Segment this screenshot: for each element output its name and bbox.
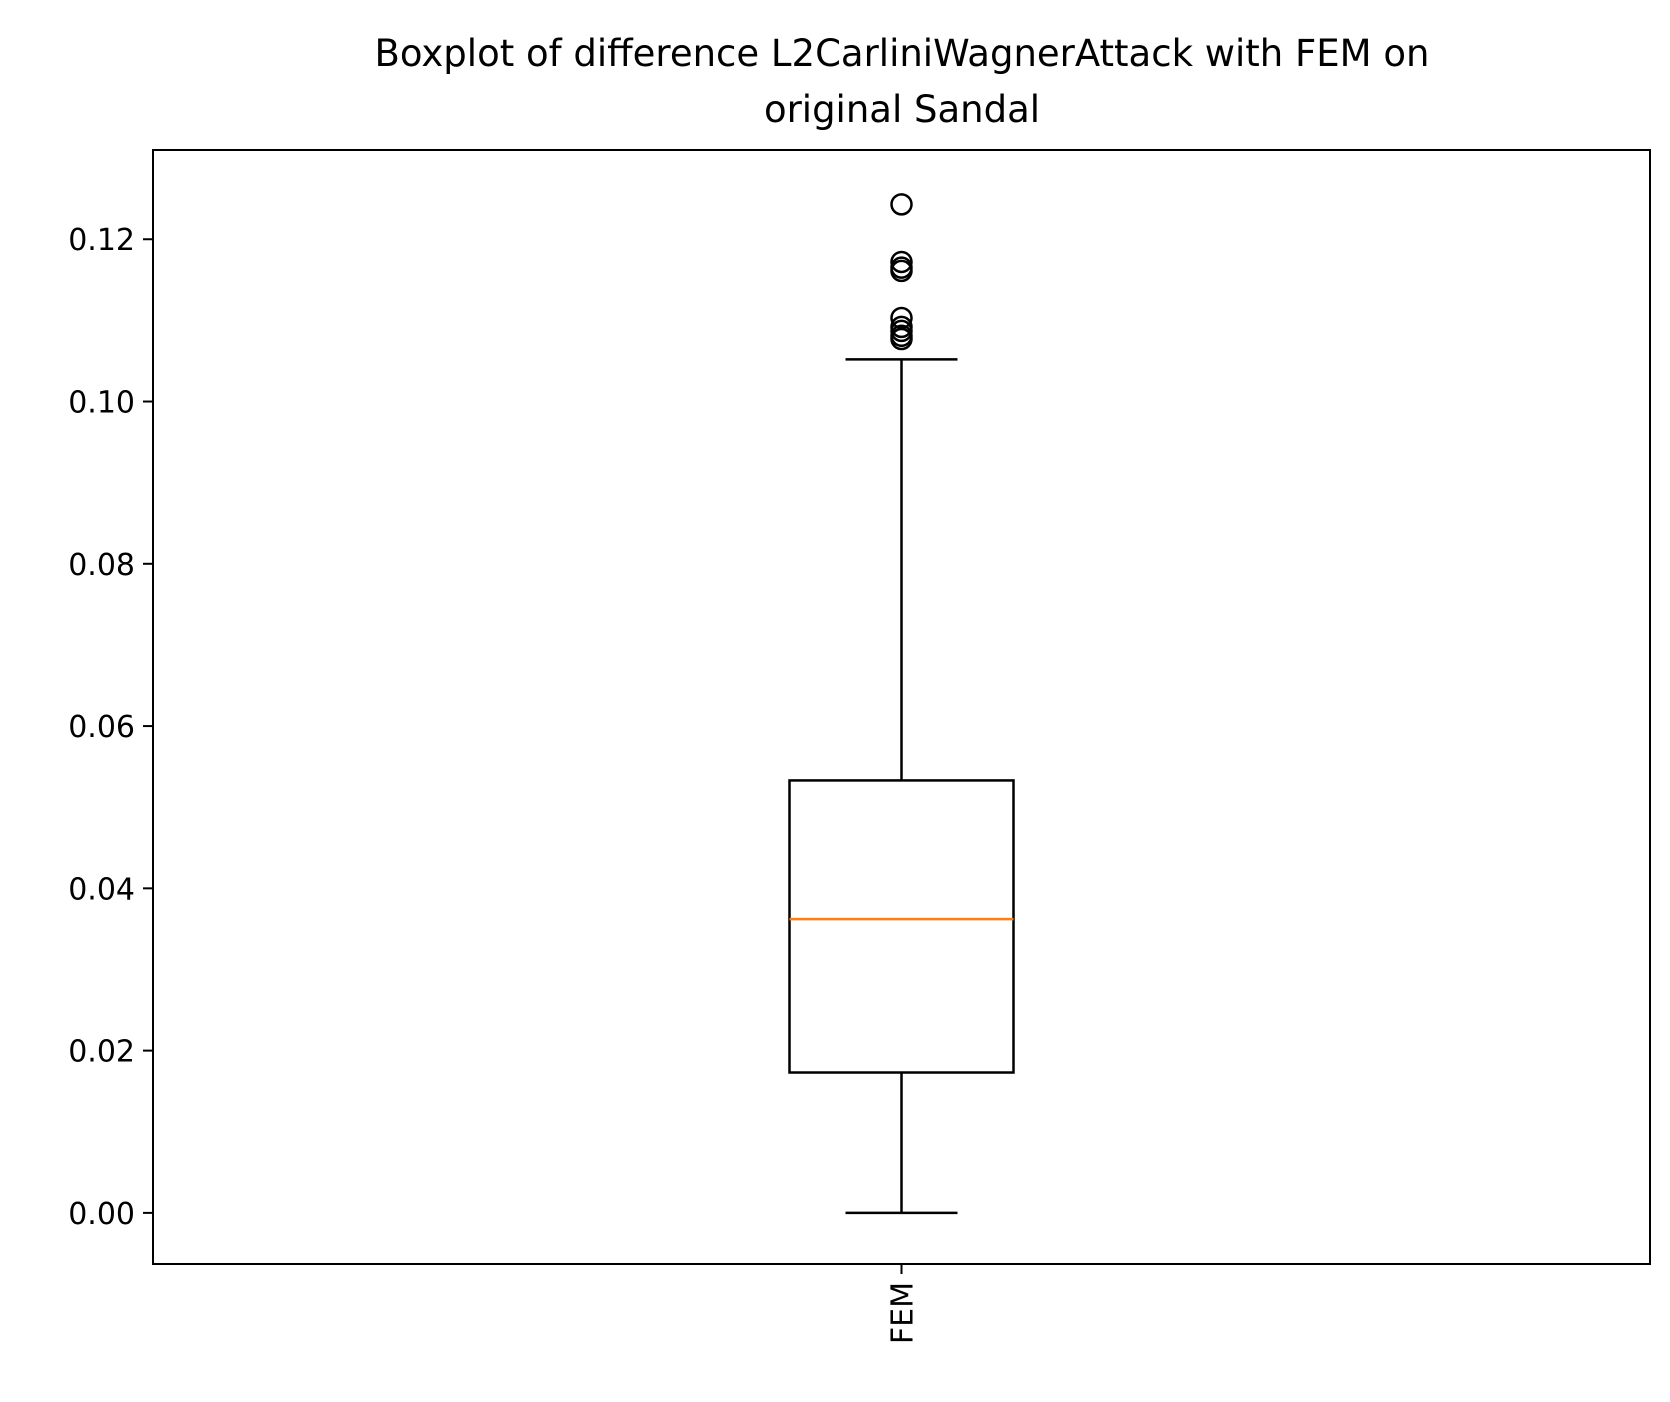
y-tick-label: 0.02 (68, 1035, 135, 1070)
y-tick-label: 0.04 (68, 872, 135, 907)
x-axis: FEM (886, 1264, 921, 1344)
plot-area (788, 193, 1015, 1215)
outlier-point (890, 250, 913, 274)
y-tick-label: 0.12 (68, 223, 135, 258)
y-axis: 0.00 0.02 0.04 0.06 0.08 0.10 0.12 (68, 223, 153, 1232)
y-tick-label: 0.10 (68, 386, 135, 421)
outlier-point (890, 193, 913, 216)
x-tick-label: FEM (886, 1282, 921, 1344)
outlier-point (890, 259, 913, 283)
chart-title-line-1: Boxplot of difference L2CarliniWagnerAtt… (375, 32, 1430, 75)
outlier-point (890, 327, 913, 351)
y-tick-label: 0.08 (68, 548, 135, 583)
y-tick-label: 0.00 (68, 1197, 135, 1232)
box-iqr (788, 779, 1015, 1074)
chart-title-line-2: original Sandal (764, 88, 1040, 131)
plot-frame (152, 149, 1651, 1265)
y-tick-label: 0.06 (68, 710, 135, 745)
